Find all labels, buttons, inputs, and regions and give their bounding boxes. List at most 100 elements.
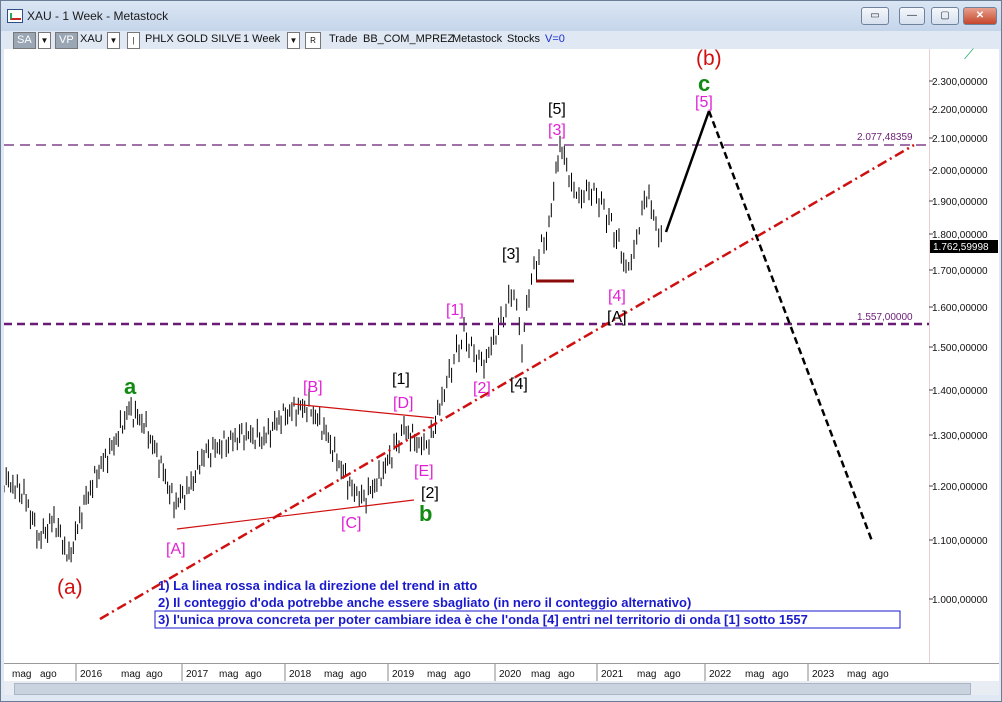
- wave-label-C-magenta: [C]: [341, 515, 361, 532]
- sa-dropdown-icon[interactable]: ▼: [38, 32, 51, 49]
- time-tick-label: ago: [40, 669, 57, 680]
- time-tick-label: ago: [350, 669, 367, 680]
- price-tick-label: 1.700,00000: [932, 266, 988, 277]
- price-tick-label: 2.000,00000: [932, 166, 988, 177]
- maximize-button[interactable]: ▢: [931, 7, 959, 25]
- time-tick-label: mag: [637, 669, 656, 680]
- symbol-dropdown-icon[interactable]: ▼: [107, 32, 120, 49]
- last-price-label: 1.762,59998: [933, 242, 989, 253]
- wave-label-3-magenta: [3]: [548, 122, 566, 139]
- wave-label-B-magenta: [B]: [303, 379, 323, 396]
- close-button[interactable]: ✕: [963, 7, 997, 25]
- price-tick-label: 1.800,00000: [932, 230, 988, 241]
- note-3-box: [154, 610, 901, 629]
- price-tick-label: 1.200,00000: [932, 482, 988, 493]
- time-tick-label: ago: [146, 669, 163, 680]
- note-1: 1) La linea rossa indica la direzione de…: [158, 578, 477, 593]
- price-tick-label: 1.100,00000: [932, 536, 988, 547]
- resistance-level-label: 2.077,48359: [857, 132, 913, 143]
- wave-label-a-red: (a): [57, 576, 83, 599]
- wave-label-1-magenta: [1]: [446, 302, 464, 319]
- wave-label-A-magenta: [A]: [166, 541, 186, 558]
- time-tick-label: 2020: [499, 669, 522, 680]
- time-axis-svg: mag ago 2016 mag ago 2017 mag ago 2018 mag ago 2019…: [12, 664, 889, 682]
- last-price-box: [930, 240, 998, 253]
- note-3: 3) l'unica prova concreta per poter camb…: [158, 612, 808, 627]
- v-label: V=0: [545, 33, 565, 45]
- time-tick-label: mag: [219, 669, 238, 680]
- time-tick-label: mag: [745, 669, 764, 680]
- stocks-label: Stocks: [507, 33, 541, 45]
- security-name[interactable]: PHLX GOLD SILVE: [145, 33, 242, 45]
- time-tick-label: mag: [531, 669, 550, 680]
- time-tick-label: 2018: [289, 669, 312, 680]
- price-tick-label: 2.100,00000: [932, 134, 988, 145]
- trade-label[interactable]: Trade: [329, 33, 358, 45]
- price-tick-label: 1.400,00000: [932, 386, 988, 397]
- time-tick-label: ago: [454, 669, 471, 680]
- wave-label-E-magenta: [E]: [414, 463, 434, 480]
- time-axis[interactable]: mag ago 2016 mag ago 2017 mag ago 2018 mag ago 2019…: [4, 663, 999, 682]
- price-tick-label: 1.000,00000: [932, 595, 988, 606]
- restore-chart-button[interactable]: ▭: [861, 7, 889, 25]
- price-bars: [3, 135, 662, 563]
- chart-toolbar: SA ▼ VP XAU ▼ | PHLX GOLD SILVE 1 Week ▼…: [7, 31, 999, 49]
- note-2: 2) Il conteggio d'oda potrebbe anche ess…: [158, 595, 691, 610]
- chart-app-icon: [7, 9, 23, 23]
- time-tick-label: mag: [121, 669, 140, 680]
- triangle-upper-line: [292, 403, 435, 419]
- time-tick-label: 2022: [709, 669, 732, 680]
- price-tick-label: 2.200,00000: [932, 105, 988, 116]
- wave-label-b-red: (b): [696, 49, 722, 70]
- wave-label-4-black: [4]: [510, 376, 528, 393]
- horizontal-scrollbar[interactable]: [4, 681, 999, 695]
- period-label[interactable]: 1 Week: [243, 33, 281, 45]
- chart-area[interactable]: 2.077,48359 1.557,00000 (b) c [5] [5] [3…: [3, 47, 929, 663]
- period-dropdown-icon[interactable]: ▼: [287, 32, 300, 49]
- time-tick-label: mag: [324, 669, 343, 680]
- scrollbar-thumb[interactable]: [14, 683, 971, 695]
- wave-label-b-green: b: [419, 501, 432, 526]
- projection-up-line: [664, 110, 711, 233]
- price-ticks: 2.300,00000 2.200,00000 2.100,00000 2.000,0…: [929, 77, 988, 606]
- title-bar[interactable]: XAU - 1 Week - Metastock ▭ — ▢ ✕: [1, 1, 1001, 31]
- sa-button[interactable]: SA: [13, 32, 36, 49]
- vp-button[interactable]: VP: [55, 32, 78, 49]
- price-tick-label: 1.500,00000: [932, 343, 988, 354]
- wave-label-5-black: [5]: [548, 101, 566, 118]
- wave-label-5-magenta: [5]: [695, 94, 713, 111]
- template-label[interactable]: BB_COM_MPREZ: [363, 33, 455, 45]
- time-tick-label: 2016: [80, 669, 103, 680]
- chart-svg[interactable]: 2.077,48359 1.557,00000 (b) c [5] [5] [3…: [3, 47, 929, 663]
- price-tick-label: 1.300,00000: [932, 431, 988, 442]
- price-tick-label: 2.300,00000: [932, 77, 988, 88]
- time-tick-label: mag: [427, 669, 446, 680]
- time-tick-label: ago: [664, 669, 681, 680]
- wave-label-3-black: [3]: [502, 246, 520, 263]
- price-tick-label: 1.900,00000: [932, 197, 988, 208]
- price-axis[interactable]: 2.300,00000 2.200,00000 2.100,00000 2.000,0…: [928, 46, 999, 663]
- name-dropdown-icon[interactable]: |: [127, 32, 140, 49]
- wave-label-D-magenta: [D]: [393, 395, 413, 412]
- wave-label-4-magenta: [4]: [608, 288, 626, 305]
- time-tick-label: mag: [12, 669, 31, 680]
- wave-label-2-magenta: [2]: [473, 380, 491, 397]
- symbol-label[interactable]: XAU: [80, 33, 103, 45]
- wave-label-2-black: [2]: [421, 485, 439, 502]
- wave-label-a-green: a: [124, 374, 137, 399]
- time-ticks: mag ago 2016 mag ago 2017 mag ago 2018 mag ago 2019…: [12, 664, 889, 682]
- price-axis-svg: 2.300,00000 2.200,00000 2.100,00000 2.000,0…: [928, 49, 998, 663]
- projection-down-line: [707, 110, 874, 542]
- chart-tools-icon[interactable]: ⟋: [964, 46, 974, 62]
- time-tick-label: ago: [558, 669, 575, 680]
- price-tick-label: 1.600,00000: [932, 303, 988, 314]
- time-tick-label: 2019: [392, 669, 415, 680]
- time-tick-label: 2021: [601, 669, 624, 680]
- r-button[interactable]: R: [305, 32, 321, 49]
- wave-label-A-black: [A]: [607, 309, 627, 326]
- minimize-button[interactable]: —: [899, 7, 925, 25]
- triangle-lower-line: [176, 499, 415, 530]
- time-tick-label: 2023: [812, 669, 835, 680]
- time-tick-label: ago: [872, 669, 889, 680]
